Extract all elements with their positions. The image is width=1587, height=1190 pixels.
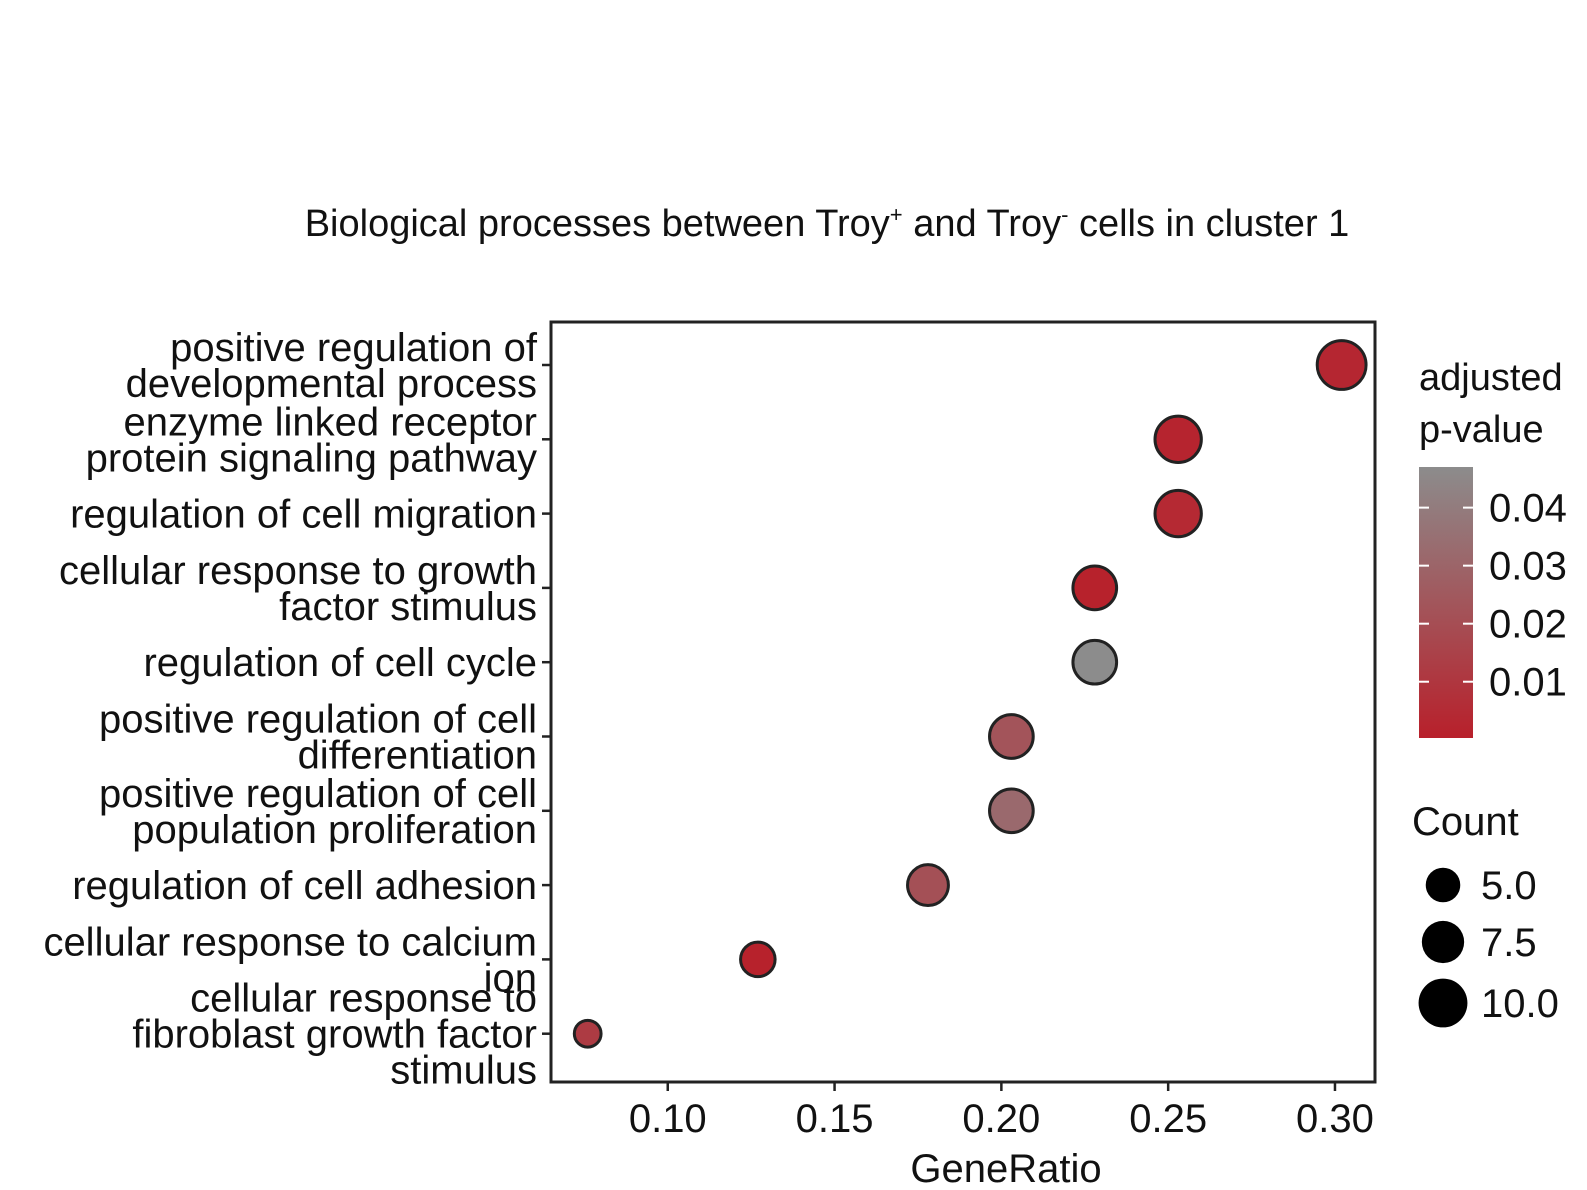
data-points (572, 339, 1368, 1049)
size-legend-label: 10.0 (1481, 982, 1559, 1026)
data-point (906, 863, 950, 908)
y-tick-label-line: developmental process (126, 362, 537, 406)
data-point (1071, 564, 1119, 612)
x-tick-label: 0.25 (1129, 1097, 1207, 1141)
y-tick-label-line: positive regulation of cell (99, 772, 537, 816)
data-point (1315, 339, 1368, 391)
size-legend-label: 7.5 (1481, 921, 1537, 965)
y-tick-label: enzyme linked receptor protein signaling … (86, 400, 537, 480)
y-tick-label: positive regulation of cell population pr… (99, 772, 537, 852)
plot-panel (549, 320, 1377, 1084)
data-point (1153, 414, 1203, 464)
chart-title-part2: and Troy (903, 203, 1061, 245)
size-legend-items: 5.0 7.5 10.0 (1418, 864, 1559, 1028)
size-legend-label: 5.0 (1481, 864, 1537, 908)
color-legend-bar (1419, 467, 1473, 738)
color-legend-title-line2: p-value (1419, 409, 1544, 451)
y-tick-label-line: positive regulation of cell (99, 698, 537, 742)
chart-title-sup1: + (890, 202, 903, 227)
y-tick-label-line: population proliferation (132, 808, 537, 852)
size-legend-dot (1418, 978, 1468, 1028)
chart-title-part1: Biological processes between Troy (305, 203, 890, 245)
data-point (1071, 638, 1119, 686)
data-point (988, 713, 1035, 760)
size-legend-dot (1421, 920, 1465, 964)
x-axis: 0.10 0.15 0.20 0.25 0.30 (629, 1082, 1374, 1141)
y-tick-label-line: protein signaling pathway (86, 436, 537, 480)
y-tick-label-line: regulation of cell cycle (143, 641, 537, 685)
y-tick-label-line: regulation of cell migration (70, 493, 537, 537)
chart-title: Biological processes between Troy+ and T… (305, 202, 1350, 245)
y-tick-label-line: stimulus (390, 1049, 537, 1093)
y-tick-label: cellular response to fibroblast growth fa… (132, 977, 537, 1093)
color-legend-title-line1: adjusted (1419, 357, 1563, 399)
y-tick-label-line: fibroblast growth factor (132, 1013, 537, 1057)
x-tick-label: 0.30 (1296, 1097, 1374, 1141)
color-legend-title: adjusted p-value (1419, 357, 1573, 451)
y-axis: positive regulation of developmental proc… (43, 326, 551, 1093)
x-tick-label: 0.20 (962, 1097, 1040, 1141)
y-tick-label-line: cellular response to (190, 977, 537, 1021)
chart-title-part3: cells in cluster 1 (1068, 203, 1349, 245)
color-legend-ticks: 0.04 0.03 0.02 0.01 (1419, 487, 1567, 705)
data-point (572, 1018, 603, 1049)
x-tick-label: 0.10 (629, 1097, 707, 1141)
color-legend-label: 0.02 (1489, 603, 1567, 647)
y-tick-label: regulation of cell adhesion (72, 864, 537, 908)
x-tick-label: 0.15 (796, 1097, 874, 1141)
size-legend-title: Count (1412, 800, 1519, 844)
y-tick-label-line: positive regulation of (170, 326, 538, 370)
y-tick-label-line: cellular response to calcium (43, 920, 537, 964)
data-point (988, 787, 1035, 835)
data-point (739, 940, 777, 979)
y-tick-label-line: regulation of cell adhesion (72, 864, 537, 908)
y-tick-label-line: ion (484, 956, 537, 1000)
y-tick-label: cellular response to calcium ion (43, 920, 537, 1000)
size-legend-dot (1425, 867, 1461, 903)
x-axis-title: GeneRatio (910, 1147, 1101, 1190)
y-tick-label-line: differentiation (298, 734, 537, 778)
color-legend: adjusted p-value 0.04 0.03 0.02 0.01 (1419, 357, 1573, 738)
y-tick-label-line: cellular response to growth (59, 549, 537, 593)
color-legend-label: 0.04 (1489, 487, 1567, 531)
y-tick-label-line: factor stimulus (279, 585, 537, 629)
chart-title-sup2: - (1061, 202, 1068, 227)
y-tick-label: regulation of cell cycle (143, 641, 537, 685)
y-tick-label-line: enzyme linked receptor (123, 400, 537, 444)
data-point (1153, 488, 1203, 539)
color-legend-label: 0.03 (1489, 545, 1567, 589)
y-tick-label: positive regulation of developmental proc… (126, 326, 538, 406)
y-tick-label: cellular response to growth factor stimul… (59, 549, 537, 629)
color-legend-label: 0.01 (1489, 661, 1567, 705)
size-legend: Count 5.0 7.5 10.0 (1412, 800, 1559, 1028)
y-tick-label: regulation of cell migration (70, 493, 537, 537)
y-tick-label: positive regulation of cell differentiati… (99, 698, 537, 778)
